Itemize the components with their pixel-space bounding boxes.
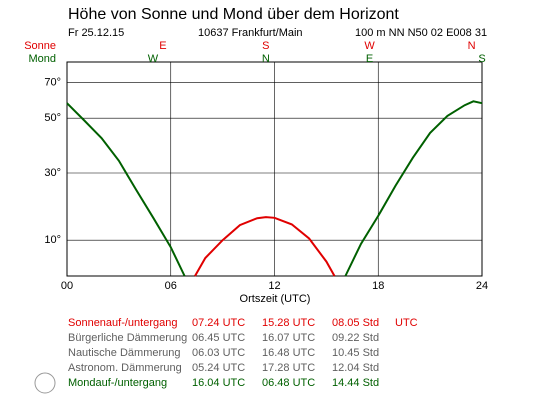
info-cell: 15.28 UTC xyxy=(262,317,315,329)
info-cell: 10.45 Std xyxy=(332,347,379,359)
info-cell: 08.05 Std xyxy=(332,317,379,329)
info-cell: Bürgerliche Dämmerung xyxy=(68,332,187,344)
date: Fr 25.12.15 xyxy=(68,27,124,39)
info-cell: 06.48 UTC xyxy=(262,377,315,389)
info-cell: 16.07 UTC xyxy=(262,332,315,344)
y-tick-label: 50° xyxy=(44,112,61,124)
legend-label: Sonne xyxy=(24,40,56,52)
altitude-line xyxy=(194,216,336,277)
info-cell: 06.03 UTC xyxy=(192,347,245,359)
direction-label: S xyxy=(262,40,269,52)
info-cell: 14.44 Std xyxy=(332,377,379,389)
x-tick-label: 24 xyxy=(476,280,488,292)
legend-label: Mond xyxy=(28,53,56,65)
y-tick-label: 70° xyxy=(44,76,61,88)
x-axis-label: Ortszeit (UTC) xyxy=(240,293,311,305)
direction-label: E xyxy=(366,53,373,65)
direction-label: N xyxy=(262,53,270,65)
direction-label: E xyxy=(159,40,166,52)
info-cell: UTC xyxy=(395,317,418,329)
info-cell: 09.22 Std xyxy=(332,332,379,344)
direction-label: W xyxy=(148,53,159,65)
info-cell: 07.24 UTC xyxy=(192,317,245,329)
info-cell: Astronom. Dämmerung xyxy=(68,362,182,374)
direction-label: W xyxy=(364,40,375,52)
x-tick-label: 12 xyxy=(268,280,280,292)
x-tick-label: 06 xyxy=(165,280,177,292)
info-cell: 17.28 UTC xyxy=(262,362,315,374)
info-cell: Nautische Dämmerung xyxy=(68,347,181,359)
info-cell: 05.24 UTC xyxy=(192,362,245,374)
moon-icon xyxy=(34,372,56,394)
y-tick-label: 30° xyxy=(44,167,61,179)
info-cell: 16.04 UTC xyxy=(192,377,245,389)
info-cell: Mondauf-/untergang xyxy=(68,377,167,389)
x-tick-label: 18 xyxy=(372,280,384,292)
altitude-line xyxy=(66,100,483,277)
y-tick-label: 10° xyxy=(44,234,61,246)
info-cell: 16.48 UTC xyxy=(262,347,315,359)
place: 10637 Frankfurt/Main xyxy=(198,27,303,39)
info-cell: Sonnenauf-/untergang xyxy=(68,317,177,329)
direction-label: S xyxy=(478,53,485,65)
x-tick-label: 00 xyxy=(61,280,73,292)
direction-label: N xyxy=(468,40,476,52)
chart-title: Höhe von Sonne und Mond über dem Horizon… xyxy=(68,6,399,23)
position: 100 m NN N50 02 E008 31 xyxy=(355,27,487,39)
info-cell: 12.04 Std xyxy=(332,362,379,374)
info-cell: 06.45 UTC xyxy=(192,332,245,344)
